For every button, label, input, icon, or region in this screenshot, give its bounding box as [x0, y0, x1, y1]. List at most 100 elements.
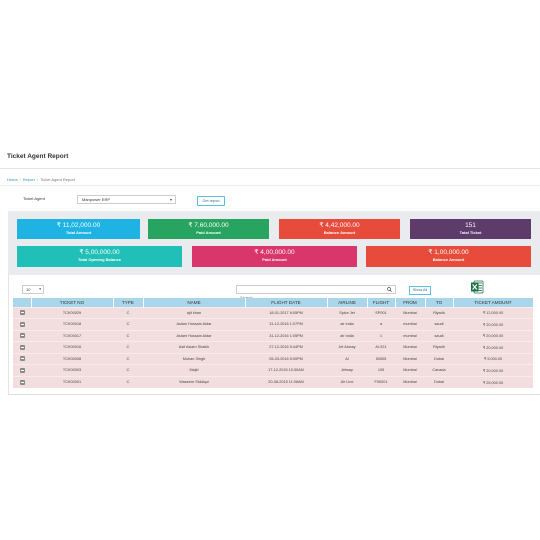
column-header-ticket-amount[interactable]: TICKET AMOUNT: [453, 298, 534, 307]
stat-value: ₹ 4,42,000.00: [319, 222, 360, 229]
cell-to: saudi: [425, 329, 453, 342]
stat-value: ₹ 11,02,000.00: [56, 222, 101, 229]
cell-type: C: [113, 341, 143, 353]
stat-label: Total Ticket: [459, 230, 482, 235]
show-all-button[interactable]: Show All: [409, 286, 431, 295]
cell-flight-date: 18-01-2017 6:05PM: [245, 306, 327, 319]
breadcrumb-current: Ticket Agent Report: [39, 177, 75, 182]
cell-from: Mumbai: [395, 306, 425, 319]
cell-ticket-amount: ₹ 5,000.00: [453, 352, 533, 365]
paid-amount-card: ₹ 7,60,000.00 Paid Amount: [148, 219, 269, 239]
cell-from: mumbai: [395, 318, 425, 330]
cell-ticket-no: TCK00003: [31, 364, 113, 376]
chevron-down-icon: ▾: [169, 197, 172, 202]
tickets-table: TICKET NO TYPE NAME FLIGHT DATE AIRLINE …: [13, 298, 534, 388]
cell-to: Dubai: [425, 352, 453, 365]
cell-ticket-no: TCK00029: [31, 306, 113, 319]
cell-name: Aslam Hussain Aldar: [143, 318, 245, 330]
cell-to: Riyadh: [425, 306, 453, 319]
expand-row-icon[interactable]: [19, 321, 25, 327]
get-report-button[interactable]: Get report: [197, 196, 225, 206]
cell-type: C: [113, 318, 143, 330]
title-divider: [0, 168, 540, 169]
expand-row-icon[interactable]: [19, 367, 25, 373]
cell-from: Mumbai: [395, 375, 425, 388]
stat-label: Paid Amount: [196, 230, 221, 235]
cell-flight-date: 05-03-2016 5:00PM: [245, 352, 327, 365]
column-header-expand: [13, 298, 32, 307]
cell-ticket-no: TCK00008: [31, 352, 113, 365]
column-header-type[interactable]: TYPE: [113, 298, 144, 307]
breadcrumb-home[interactable]: Home: [7, 177, 18, 182]
page-size-select[interactable]: 10 ▾: [22, 285, 44, 294]
cell-airline: air India: [327, 329, 367, 342]
cell-flight: SP001: [367, 306, 395, 319]
expand-row-icon[interactable]: [19, 333, 25, 339]
cell-ticket-no: TCK00018: [31, 318, 113, 330]
cell-flight: F00001: [367, 375, 395, 388]
opening-balance-amount-card: ₹ 1,00,000.00 Balance Amount: [366, 246, 531, 267]
cell-to: Canada: [425, 364, 453, 376]
column-header-name[interactable]: NAME: [143, 298, 246, 307]
cell-name: ajit khan: [143, 306, 245, 319]
table-row: TCK00029 C ajit khan 18-01-2017 6:05PM S…: [13, 306, 533, 319]
expand-row-icon[interactable]: [19, 344, 25, 350]
stat-value: ₹ 4,00,000.00: [254, 249, 295, 256]
cell-ticket-amount: ₹ 12,000.00: [453, 306, 533, 319]
breadcrumb-separator: /: [19, 177, 21, 182]
cell-airline: Jetway: [327, 364, 367, 376]
breadcrumb: Home / Report / Ticket Agent Report: [7, 177, 75, 182]
ticket-agent-select[interactable]: Manpower ERP ▾: [77, 195, 176, 204]
table-row: TCK00018 C Aslam Hussain Aldar 31-12-201…: [13, 318, 533, 330]
expand-row-icon[interactable]: [19, 356, 25, 362]
cell-type: C: [113, 375, 143, 388]
expand-row-icon[interactable]: [19, 310, 25, 316]
cell-flight: 105: [367, 364, 395, 376]
cell-to: Riyadh: [425, 341, 453, 353]
column-header-flight[interactable]: FLIGHT: [367, 298, 396, 307]
column-header-from[interactable]: FROM: [395, 298, 426, 307]
stat-value: ₹ 5,00,000.00: [79, 249, 120, 256]
table-row: TCK00001 C Waseem Siddiqui 20-08-2015 11…: [13, 375, 533, 388]
cell-name: Aslam Hussain Aldar: [143, 329, 245, 342]
cell-type: C: [113, 352, 143, 365]
chevron-down-icon: ▾: [39, 287, 41, 291]
stat-value: 151: [465, 222, 476, 229]
stat-label: Total Amount: [65, 230, 92, 235]
cell-flight-date: 20-08-2015 11:06AM: [245, 375, 327, 388]
cell-flight: 50505: [367, 352, 395, 365]
cell-airline: Air Line: [327, 375, 367, 388]
cell-airline: air india: [327, 318, 367, 330]
total-ticket-card: 151 Total Ticket: [410, 219, 531, 239]
column-header-ticket-no[interactable]: TICKET NO: [31, 298, 114, 307]
stat-label: Balance Amount: [323, 230, 356, 235]
cell-ticket-no: TCK00017: [31, 329, 113, 342]
cell-ticket-amount: ₹ 20,000.00: [453, 329, 533, 342]
table-row: TCK00003 C Majid 17-12-2015 10:30AM Jetw…: [13, 364, 533, 376]
column-header-flight-date[interactable]: FLIGHT DATE: [245, 298, 328, 307]
cell-ticket-amount: ₹ 25,000.00: [453, 375, 533, 388]
table-row: TCK00008 C Mohan Singh 05-03-2016 5:00PM…: [13, 352, 533, 365]
cell-ticket-amount: ₹ 20,000.00: [453, 364, 533, 376]
cell-airline: Jet Airway: [327, 341, 367, 353]
search-input[interactable]: [237, 294, 377, 301]
breadcrumb-divider: [0, 185, 540, 186]
cell-flight-date: 27-12-2016 5:44PM: [245, 341, 327, 353]
balance-amount-card: ₹ 4,42,000.00 Balance Amount: [279, 219, 400, 239]
stat-label: Balance Amount: [432, 257, 465, 262]
cell-from: Mumbai: [395, 341, 425, 353]
table-row: TCK00016 C Asif Aslam Shaikh 27-12-2016 …: [13, 341, 533, 353]
expand-row-icon[interactable]: [19, 379, 25, 385]
stat-value: ₹ 1,00,000.00: [428, 249, 469, 256]
cell-name: Mohan Singh: [143, 352, 245, 365]
page-title: Ticket Agent Report: [7, 153, 69, 160]
cell-name: Majid: [143, 364, 245, 376]
column-header-airline[interactable]: AIRLINE: [327, 298, 368, 307]
cell-flight: AI-921: [367, 341, 395, 353]
cell-to: saudi: [425, 318, 453, 330]
cell-airline: Spice Jet: [327, 306, 367, 319]
search-icon[interactable]: [387, 287, 392, 292]
breadcrumb-report[interactable]: Report: [22, 177, 35, 182]
column-header-to[interactable]: TO: [425, 298, 454, 307]
excel-export-icon[interactable]: [470, 280, 484, 294]
